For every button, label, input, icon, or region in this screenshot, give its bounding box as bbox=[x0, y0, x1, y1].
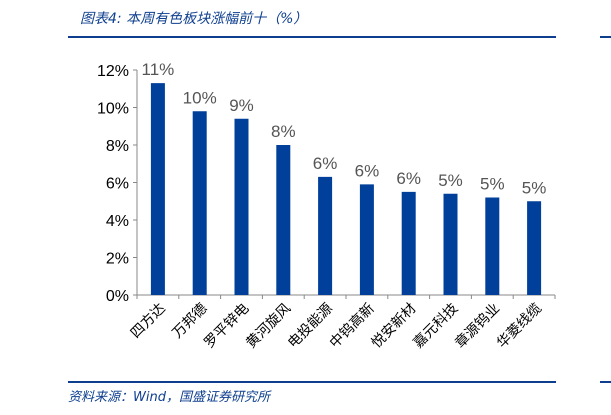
data-label: 5% bbox=[480, 175, 505, 194]
x-tick-label: 华菱线缆 bbox=[494, 301, 545, 352]
x-tick-label: 四方达 bbox=[128, 301, 169, 342]
bar bbox=[234, 118, 249, 295]
x-tick-label: 罗平锌电 bbox=[201, 301, 252, 352]
footer-rule-right bbox=[600, 381, 611, 383]
bar bbox=[485, 197, 500, 295]
data-label: 5% bbox=[438, 171, 463, 190]
x-tick-label: 中钨高新 bbox=[326, 300, 378, 352]
y-tick-label: 12% bbox=[97, 63, 129, 80]
data-label: 10% bbox=[183, 88, 217, 107]
y-tick-label: 2% bbox=[106, 251, 129, 268]
title-rule-right bbox=[600, 36, 611, 38]
data-label: 9% bbox=[229, 96, 254, 115]
x-tick-label: 黄河旋风 bbox=[243, 300, 295, 352]
x-tick-label: 悦安新材 bbox=[369, 301, 420, 352]
x-tick-label: 章源钨业 bbox=[452, 300, 504, 352]
bar bbox=[192, 111, 207, 295]
bar bbox=[401, 191, 416, 295]
title-rule bbox=[68, 36, 556, 38]
y-tick-label: 8% bbox=[106, 138, 129, 155]
y-tick-label: 4% bbox=[106, 213, 129, 230]
data-label: 6% bbox=[355, 161, 380, 180]
y-tick-label: 0% bbox=[106, 288, 129, 305]
data-label: 8% bbox=[271, 122, 296, 141]
y-tick-label: 6% bbox=[106, 176, 129, 193]
x-tick-label: 万邦德 bbox=[170, 301, 211, 342]
data-label: 6% bbox=[313, 154, 338, 173]
bar bbox=[527, 201, 542, 295]
data-label: 5% bbox=[522, 178, 547, 197]
bar bbox=[318, 176, 333, 295]
x-tick-label: 嘉元科技 bbox=[410, 301, 461, 352]
source-note: 资料来源：Wind，国盛证券研究所 bbox=[68, 390, 270, 405]
x-tick-label: 电投能源 bbox=[285, 301, 336, 352]
y-tick-label: 10% bbox=[97, 101, 129, 118]
data-label: 11% bbox=[142, 60, 175, 79]
bar bbox=[276, 145, 291, 295]
data-label: 6% bbox=[396, 169, 421, 188]
footer-rule bbox=[68, 381, 556, 383]
bar bbox=[359, 184, 374, 295]
bar bbox=[150, 83, 165, 295]
bar bbox=[443, 193, 458, 295]
chart-title: 图表4: 本周有色板块涨幅前十（%） bbox=[80, 11, 308, 27]
